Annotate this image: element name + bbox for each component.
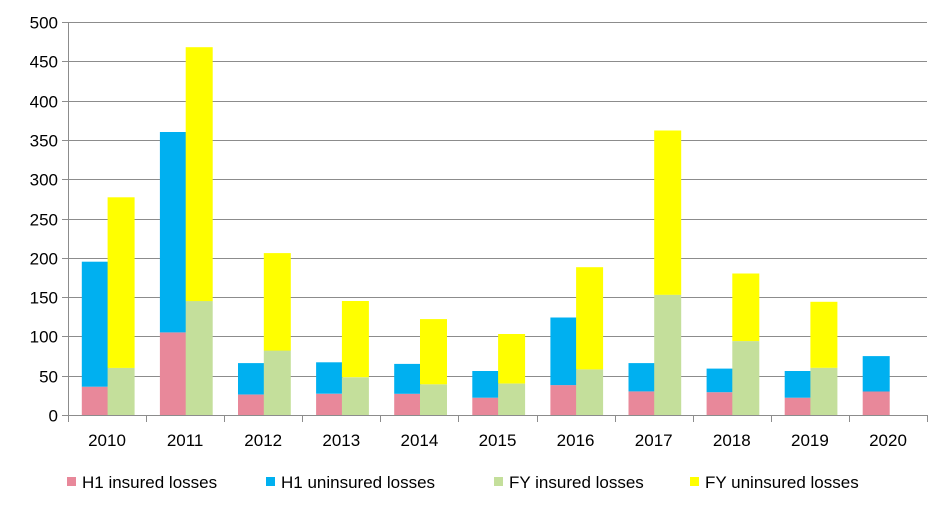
legend-label: FY insured losses [509,473,644,492]
x-tick-label: 2014 [400,431,438,450]
y-tick-label: 150 [30,289,58,308]
bar-h1-insured-losses-2015 [472,397,500,415]
bar-fy-insured-losses-2018 [732,341,760,415]
bar-fy-insured-losses-2011 [185,301,213,415]
bar-h1-uninsured-losses-2019 [784,371,812,398]
bar-h1-insured-losses-2019 [784,397,812,415]
bar-fy-insured-losses-2010 [107,367,135,415]
x-tick-label: 2017 [635,431,673,450]
bar-fy-insured-losses-2013 [341,377,369,415]
x-tick-label: 2019 [791,431,829,450]
legend-label: H1 uninsured losses [281,473,435,492]
bar-fy-insured-losses-2014 [420,384,447,415]
y-tick-label: 300 [30,171,58,190]
bar-fy-uninsured-losses-2010 [107,197,135,368]
bar-h1-uninsured-losses-2012 [238,363,265,395]
bar-fy-uninsured-losses-2017 [654,130,682,295]
y-tick-label: 0 [49,407,58,426]
x-tick-label: 2015 [479,431,517,450]
x-tick-label: 2018 [713,431,751,450]
x-tick-label: 2020 [869,431,907,450]
legend-swatch [266,477,275,486]
bar-h1-uninsured-losses-2020 [862,356,890,392]
bar-fy-uninsured-losses-2016 [576,267,604,370]
bar-h1-uninsured-losses-2018 [706,368,734,393]
x-tick-label: 2010 [88,431,126,450]
x-tick-label: 2011 [167,431,204,450]
bar-fy-uninsured-losses-2011 [185,47,213,302]
bar-fy-insured-losses-2016 [576,369,604,415]
bar-h1-uninsured-losses-2013 [316,362,344,394]
bar-h1-uninsured-losses-2010 [81,261,109,387]
bar-fy-insured-losses-2017 [654,294,682,415]
y-tick-label: 400 [30,93,58,112]
bar-fy-uninsured-losses-2018 [732,273,760,342]
bar-h1-insured-losses-2012 [238,394,265,415]
bar-fy-insured-losses-2019 [810,367,838,415]
bar-fy-insured-losses-2012 [263,350,291,415]
axes: 0 50 100 150 200 250 300 350 400 450 500 2010 2011 20… [30,14,928,450]
legend-label: FY uninsured losses [705,473,859,492]
bar-h1-uninsured-losses-2014 [394,363,422,394]
legend-label: H1 insured losses [82,473,217,492]
bar-fy-uninsured-losses-2019 [810,301,838,368]
x-tick-label: 2016 [557,431,595,450]
y-tick-label: 250 [30,211,58,230]
bar-h1-uninsured-losses-2015 [472,371,500,398]
bar-h1-uninsured-losses-2016 [550,317,578,386]
y-tick-label: 200 [30,250,58,269]
legend-swatch [494,477,503,486]
y-tick-label: 500 [30,14,58,33]
x-tick-label: 2013 [322,431,360,450]
bar-h1-insured-losses-2014 [394,393,422,415]
bar-h1-uninsured-losses-2011 [159,132,187,333]
bar-h1-uninsured-losses-2017 [628,363,656,392]
x-tick-label: 2012 [244,431,282,450]
bar-h1-insured-losses-2020 [862,391,890,415]
bar-fy-uninsured-losses-2015 [498,334,526,384]
legend-swatch [67,477,76,486]
bar-h1-insured-losses-2016 [550,385,578,415]
bar-fy-uninsured-losses-2014 [420,319,447,385]
bars [81,47,890,415]
y-tick-label: 350 [30,132,58,151]
bar-fy-insured-losses-2015 [498,383,526,415]
y-tick-label: 100 [30,328,58,347]
legend-swatch [690,477,699,486]
bar-h1-insured-losses-2013 [316,393,344,415]
bar-h1-insured-losses-2017 [628,391,656,415]
bar-fy-uninsured-losses-2013 [341,301,369,378]
bar-h1-insured-losses-2018 [706,392,734,415]
legend: H1 insured losses H1 uninsured losses FY i… [67,473,859,492]
y-tick-label: 50 [39,368,58,387]
bar-fy-uninsured-losses-2012 [263,253,291,351]
bar-h1-insured-losses-2011 [159,332,187,415]
y-tick-label: 450 [30,53,58,72]
bar-h1-insured-losses-2010 [81,386,109,415]
